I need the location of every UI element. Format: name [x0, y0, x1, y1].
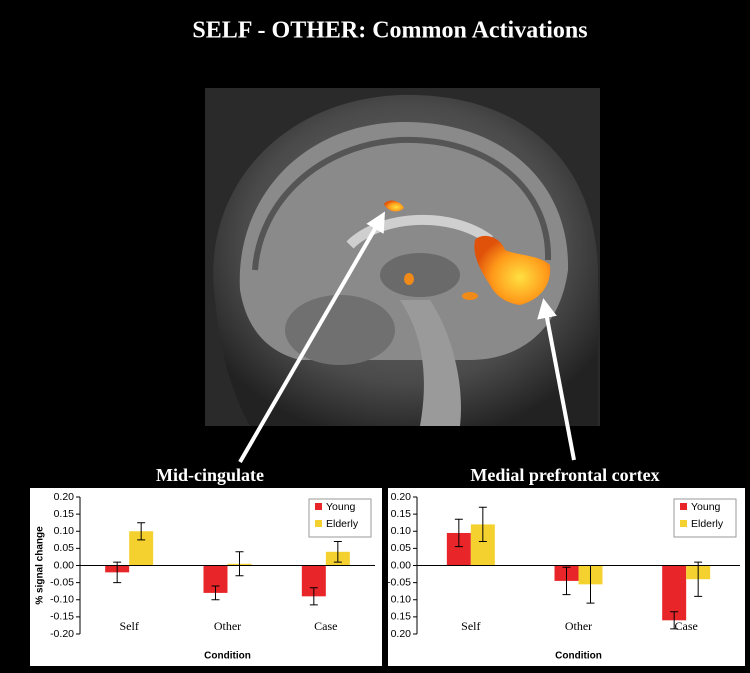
y-tick-label: 0.10	[391, 594, 412, 606]
x-tick-label: Self	[461, 619, 480, 633]
y-tick-label: 0.00	[54, 559, 75, 571]
x-tick-label: Other	[565, 619, 592, 633]
legend-label: Young	[326, 501, 356, 513]
y-tick-label: 0.20	[54, 491, 75, 503]
y-tick-label: 0.15	[391, 508, 412, 520]
figure-title: SELF - OTHER: Common Activations	[192, 18, 587, 44]
y-tick-label: 0.10	[54, 525, 75, 537]
y-tick-label: 0.00	[391, 559, 412, 571]
figure: SELF - OTHER: Common Activations Mid-cin…	[0, 0, 750, 668]
y-tick-label: 0.20	[391, 491, 412, 503]
legend-label: Young	[691, 501, 721, 513]
legend-swatch	[680, 520, 687, 527]
chart-title: Medial prefrontal cortex	[470, 465, 659, 485]
y-tick-label: 0.05	[391, 542, 412, 554]
legend-label: Elderly	[691, 518, 724, 530]
y-tick-label: 0.05	[54, 542, 75, 554]
legend-label: Elderly	[326, 518, 359, 530]
y-tick-label: -0.10	[50, 594, 74, 606]
y-tick-label: -0.20	[50, 628, 74, 640]
x-tick-label: Case	[675, 619, 698, 633]
x-tick-label: Other	[214, 619, 241, 633]
y-tick-label: 0.15	[391, 611, 412, 623]
x-tick-label: Case	[314, 619, 337, 633]
brain-image	[205, 88, 600, 426]
y-axis-label: % signal change	[35, 526, 46, 605]
y-tick-label: -0.05	[387, 576, 411, 588]
x-tick-label: Self	[119, 619, 138, 633]
y-tick-label: 0.10	[391, 525, 412, 537]
y-tick-label: 0.20	[391, 628, 412, 640]
x-axis-label: Condition	[555, 651, 602, 662]
x-axis-label: Condition	[204, 651, 251, 662]
y-tick-label: -0.05	[50, 576, 74, 588]
legend-swatch	[680, 503, 687, 510]
chart-title: Mid-cingulate	[156, 465, 264, 485]
y-tick-label: -0.15	[50, 611, 74, 623]
y-tick-label: 0.15	[54, 508, 75, 520]
legend-swatch	[315, 503, 322, 510]
legend-swatch	[315, 520, 322, 527]
